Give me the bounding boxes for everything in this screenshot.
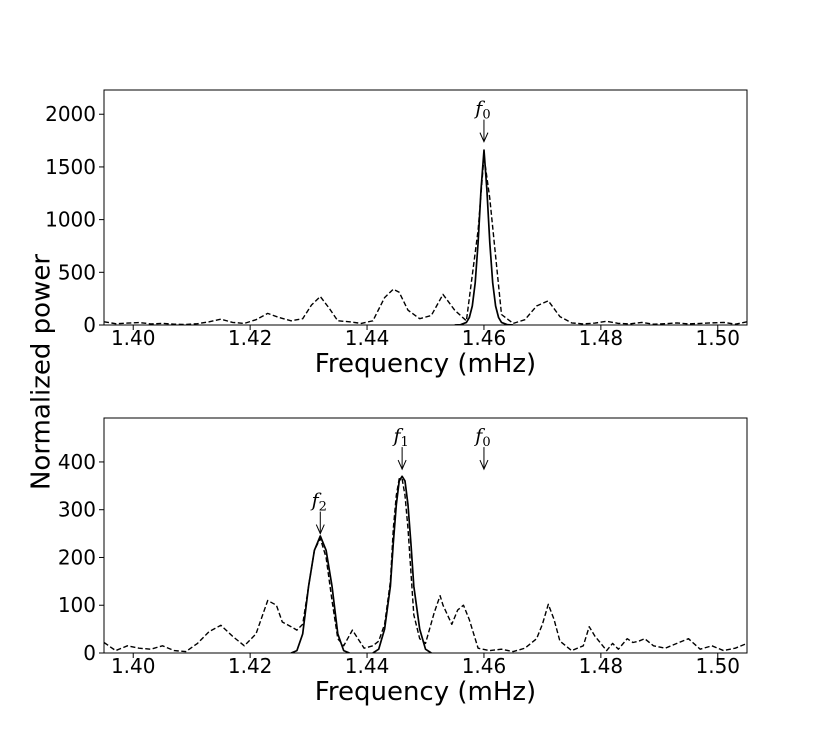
chart-0-series-1-solid bbox=[454, 149, 514, 325]
chart-1-y-tick-label-0: 0 bbox=[83, 641, 96, 665]
chart-0-x-tick-label-4: 1.48 bbox=[579, 326, 624, 350]
chart-0-y-tick-label-0: 0 bbox=[83, 313, 96, 337]
chart-0-y-tick-label-4: 2000 bbox=[45, 102, 96, 126]
chart-0-x-tick-label-3: 1.46 bbox=[462, 326, 507, 350]
chart-1-series-0-dashed bbox=[104, 478, 747, 653]
chart-1-y-tick-label-3: 300 bbox=[58, 498, 96, 522]
y-axis-label: Normalized power bbox=[27, 254, 57, 490]
chart-1-annotation-arrowhead-1 bbox=[397, 459, 407, 471]
chart-1-y-tick-label-1: 100 bbox=[58, 593, 96, 617]
chart-1-x-tick-label-0: 1.40 bbox=[111, 654, 156, 678]
chart-0-x-tick-label-1: 1.42 bbox=[228, 326, 273, 350]
chart-0-x-tick-label-0: 1.40 bbox=[111, 326, 156, 350]
chart-0-y-tick-label-2: 1000 bbox=[45, 208, 96, 232]
chart-1-x-tick-label-3: 1.46 bbox=[462, 654, 507, 678]
chart-1-annotation-arrowhead-2 bbox=[479, 459, 489, 471]
chart-1-series-1-solid bbox=[290, 535, 350, 653]
chart-0-series-0-dashed bbox=[104, 155, 747, 325]
chart-0-y-tick-label-1: 500 bbox=[58, 260, 96, 284]
chart-0-x-tick-label-5: 1.50 bbox=[696, 326, 741, 350]
chart-0-x-axis-label: Frequency (mHz) bbox=[315, 349, 536, 379]
top-panel: 1.40 1.42 1.44 1.46 1.48 1.50 0 500 1000 1500 2000… bbox=[45, 89, 748, 379]
chart-1-x-axis-label: Frequency (mHz) bbox=[315, 677, 536, 707]
chart-0-x-tick-label-2: 1.44 bbox=[345, 326, 390, 350]
chart-0-annotation-label-0: f0 bbox=[473, 98, 490, 123]
chart-1-y-tick-label-2: 200 bbox=[58, 545, 96, 569]
chart-1-y-tick-label-4: 400 bbox=[58, 450, 96, 474]
chart-1-series-2-solid bbox=[372, 475, 432, 653]
chart-0-y-tick-label-3: 1500 bbox=[45, 155, 96, 179]
chart-1-annotation-label-2: f0 bbox=[473, 425, 490, 450]
bottom-panel: 1.40 1.42 1.44 1.46 1.48 1.50 0 100 200 300 400 Fre… bbox=[58, 417, 748, 707]
chart-1-axes-frame bbox=[103, 417, 748, 654]
chart-0-axes-frame bbox=[103, 89, 748, 326]
chart-1-annotation-label-0: f2 bbox=[310, 490, 327, 515]
chart-1-x-tick-label-5: 1.50 bbox=[696, 654, 741, 678]
chart-1-series-group bbox=[104, 475, 747, 653]
chart-1-annotation-label-1: f1 bbox=[391, 425, 408, 450]
chart-0-annotation-arrowhead-0 bbox=[479, 132, 489, 143]
chart-1-annotation-arrowhead-0 bbox=[315, 524, 325, 535]
chart-1-x-tick-label-1: 1.42 bbox=[228, 654, 273, 678]
chart-1-x-tick-label-4: 1.48 bbox=[579, 654, 624, 678]
chart-0-series-group bbox=[104, 149, 747, 325]
chart-1-x-tick-label-2: 1.44 bbox=[345, 654, 390, 678]
